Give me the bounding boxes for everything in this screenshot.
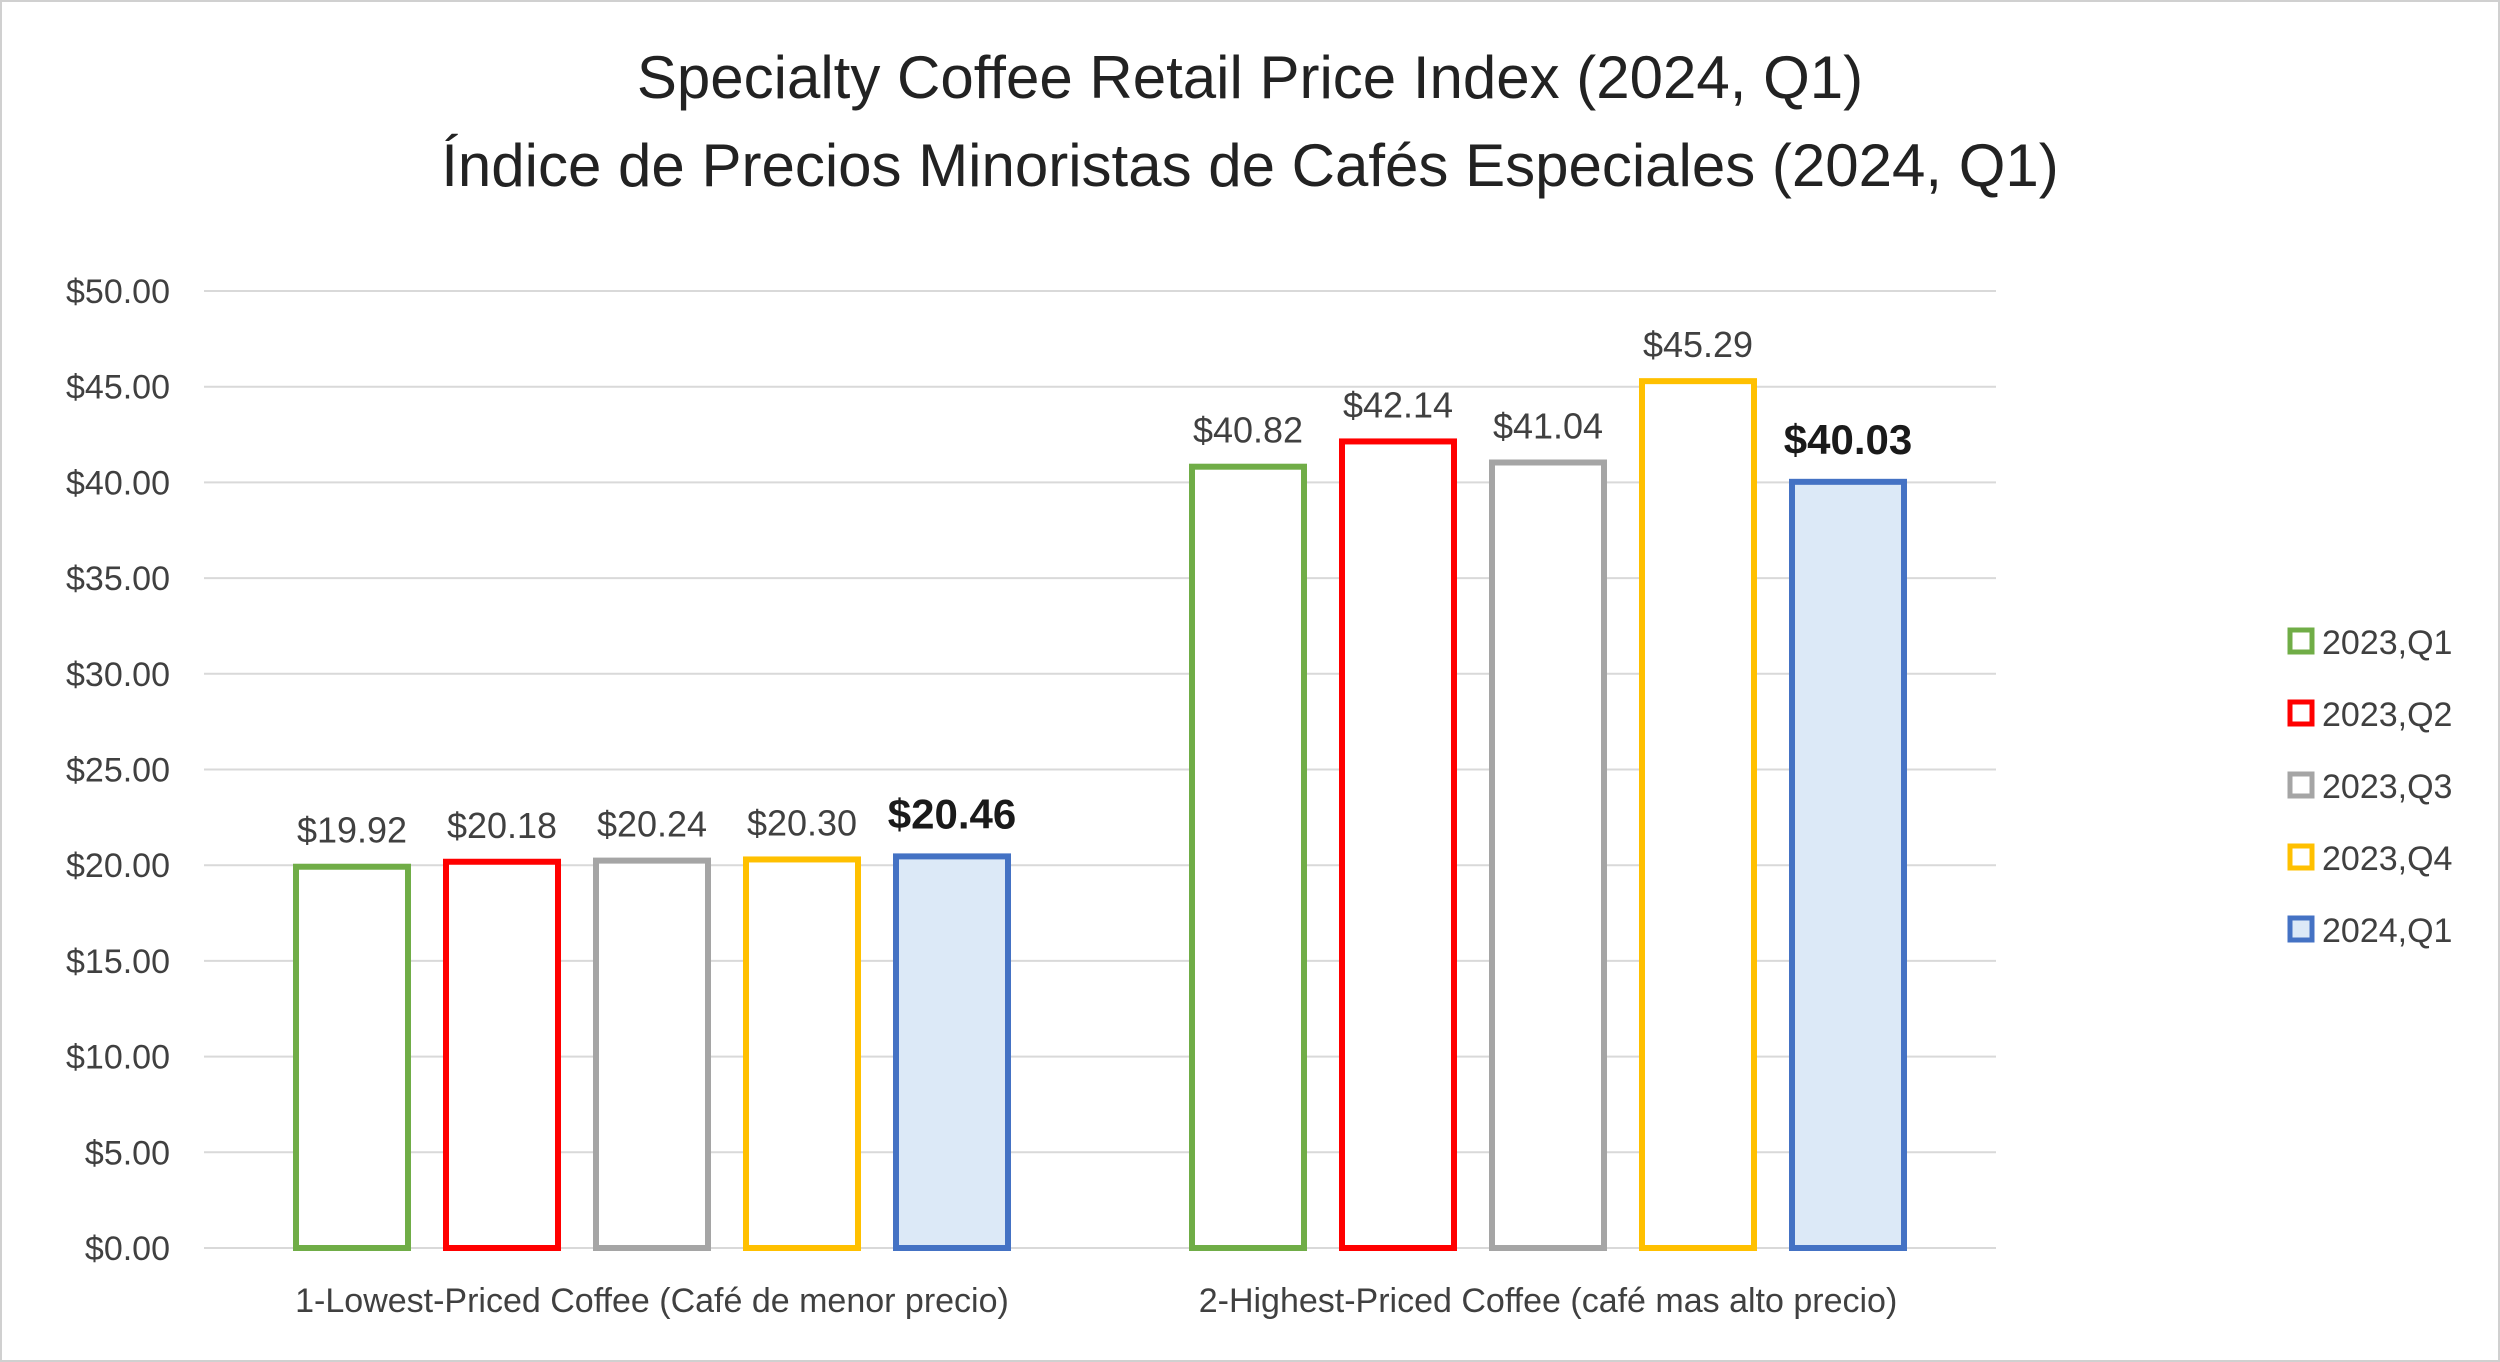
y-tick-label: $0.00	[85, 1230, 170, 1268]
y-tick-label: $30.00	[66, 656, 170, 694]
legend-swatch	[2287, 627, 2315, 655]
y-tick-label: $20.00	[66, 847, 170, 885]
chart-title: Specialty Coffee Retail Price Index (202…	[636, 44, 1864, 111]
category-label: 1-Lowest-Priced Coffee (Café de menor pr…	[295, 1282, 1009, 1320]
data-label: $20.46	[888, 790, 1016, 837]
legend-swatch	[2287, 915, 2315, 943]
data-label: $40.03	[1784, 416, 1912, 463]
bar	[443, 858, 561, 1252]
bar	[293, 863, 411, 1251]
legend-swatch	[2287, 771, 2315, 799]
legend-label: 2023,Q2	[2322, 696, 2452, 734]
bar	[1789, 478, 1907, 1251]
y-tick-label: $40.00	[66, 464, 170, 502]
y-tick-label: $5.00	[85, 1134, 170, 1172]
chart-subtitle: Índice de Precios Minoristas de Cafés Es…	[441, 132, 2059, 199]
y-tick-label: $45.00	[66, 369, 170, 407]
bar	[593, 857, 711, 1251]
bar	[893, 853, 1011, 1252]
bar	[1639, 378, 1757, 1251]
legend-label: 2023,Q1	[2322, 624, 2452, 662]
bar	[1489, 459, 1607, 1251]
legend-label: 2023,Q4	[2322, 840, 2452, 878]
legend-swatch	[2287, 843, 2315, 871]
data-label: $20.30	[747, 802, 857, 843]
y-tick-label: $15.00	[66, 943, 170, 981]
y-tick-label: $10.00	[66, 1039, 170, 1077]
y-tick-label: $25.00	[66, 752, 170, 790]
data-label: $41.04	[1493, 405, 1603, 446]
data-label: $45.29	[1643, 324, 1753, 365]
legend-swatch	[2287, 699, 2315, 727]
bar	[743, 856, 861, 1251]
bar	[1339, 438, 1457, 1251]
data-label: $42.14	[1343, 384, 1453, 425]
y-tick-label: $50.00	[66, 273, 170, 311]
category-label: 2-Highest-Priced Coffee (café mas alto p…	[1199, 1282, 1898, 1320]
y-tick-label: $35.00	[66, 560, 170, 598]
data-label: $40.82	[1193, 410, 1303, 451]
legend-label: 2024,Q1	[2322, 912, 2452, 950]
bar	[1189, 463, 1307, 1251]
data-label: $20.18	[447, 805, 557, 846]
data-label: $20.24	[597, 804, 707, 845]
legend-label: 2023,Q3	[2322, 768, 2452, 806]
data-label: $19.92	[297, 810, 407, 851]
